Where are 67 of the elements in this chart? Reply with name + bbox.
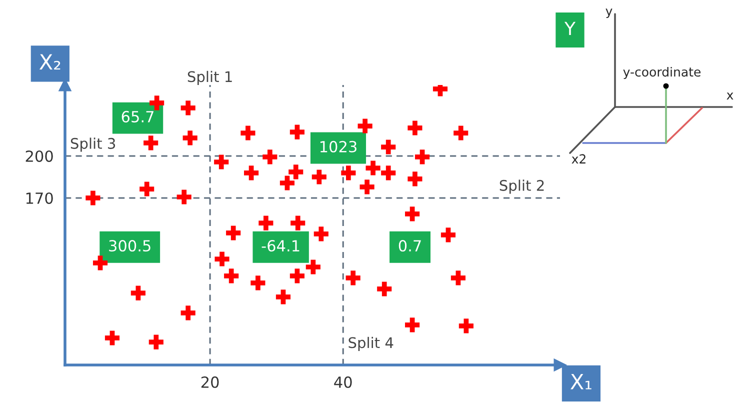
point [360, 180, 374, 194]
point [86, 190, 100, 206]
point [440, 228, 456, 242]
text: y-coordinate [623, 66, 701, 80]
y-tick-label: 200 [26, 150, 53, 162]
point [312, 170, 326, 184]
annotation: 1023 [320, 140, 356, 152]
point [104, 330, 120, 346]
point [405, 206, 420, 222]
point [408, 172, 422, 186]
annotation: 65.7 [122, 110, 154, 122]
point [148, 334, 164, 350]
y-tick-label: 170 [26, 192, 53, 204]
point [244, 166, 259, 180]
point [140, 182, 154, 196]
point [341, 166, 356, 180]
annotation: 0.7 [398, 240, 421, 252]
point [381, 166, 396, 180]
point [290, 216, 306, 230]
point [346, 270, 360, 286]
point [224, 268, 239, 284]
point [450, 270, 466, 286]
point [240, 126, 256, 140]
point [92, 256, 108, 270]
x-tick-label: 20 [201, 376, 219, 388]
point [381, 140, 396, 154]
point [458, 318, 474, 334]
point [280, 176, 294, 190]
point [366, 160, 380, 176]
point [176, 190, 192, 204]
point [214, 252, 230, 266]
text: x [726, 92, 734, 100]
point [306, 260, 320, 274]
point [288, 164, 304, 180]
point [226, 226, 241, 240]
point [150, 96, 164, 110]
point [180, 306, 196, 320]
point [290, 268, 304, 284]
point [180, 100, 196, 116]
point [182, 130, 198, 146]
point [377, 282, 392, 296]
point [454, 126, 468, 140]
point [130, 286, 146, 300]
point [250, 276, 266, 290]
ref-line-label: Split 4 [348, 336, 394, 351]
x-axis-title: X₁ [570, 374, 592, 390]
point [258, 216, 274, 230]
text: y [606, 8, 612, 18]
ref-line-label: Split 3 [70, 138, 116, 152]
point [262, 150, 278, 164]
annotation: 300.5 [109, 240, 150, 252]
text: x2 [572, 154, 586, 164]
point [414, 150, 430, 164]
point [144, 136, 158, 150]
annotation: -64.1 [262, 240, 300, 252]
point [358, 118, 372, 134]
point [214, 154, 229, 170]
x-tick-label: 40 [334, 376, 352, 388]
ref-line-label: Split 1 [188, 70, 232, 85]
point [408, 120, 422, 136]
y-axis-title: X₂ [39, 54, 60, 70]
point [314, 226, 328, 242]
ref-line-label: Split 2 [500, 180, 544, 194]
point [405, 318, 420, 332]
text: Y [564, 22, 576, 35]
point [276, 290, 291, 304]
point [290, 124, 304, 140]
